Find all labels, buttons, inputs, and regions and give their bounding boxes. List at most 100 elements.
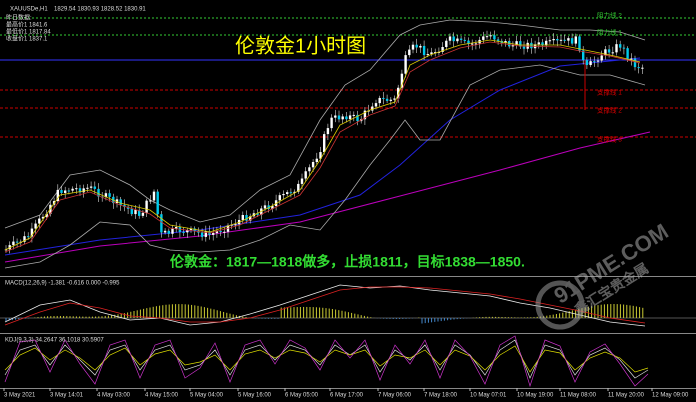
candle-body [459, 38, 463, 40]
candle-body [293, 191, 296, 193]
candle-body [511, 44, 515, 47]
watermark-logo [535, 280, 585, 330]
candle-body [522, 46, 526, 49]
candle-body [589, 61, 592, 66]
candle-body [545, 40, 548, 46]
x-tick-label: 3 May 2021 [4, 393, 36, 399]
candle-body [71, 188, 74, 191]
candle-body [41, 216, 45, 219]
candle-body [267, 205, 270, 209]
candle-body [167, 230, 170, 234]
candle-body [348, 115, 352, 120]
candle-body [38, 218, 41, 224]
candle-body [626, 48, 629, 59]
candle-body [404, 55, 407, 74]
x-tick-label: 5 May 16:00 [238, 393, 272, 399]
candle-body [593, 61, 596, 63]
candle-body [82, 188, 85, 193]
candle-body [286, 192, 289, 195]
candle-body [563, 39, 566, 41]
candle-body [130, 208, 133, 215]
candle-body [304, 171, 307, 179]
candle-body [434, 52, 437, 54]
candle-body [56, 189, 59, 202]
candle-body [115, 199, 119, 204]
level-label: 阻力线 2 [597, 11, 622, 20]
candle-body [300, 178, 304, 184]
candle-body [75, 188, 78, 190]
candle-body [570, 38, 574, 44]
candle-body [226, 225, 230, 232]
candle-body [119, 199, 122, 205]
candle-body [371, 106, 374, 111]
macd-label: MACD(12,26,9) -1.381 -0.616 0.000 -0.995 [5, 281, 120, 287]
candle-body [615, 44, 618, 53]
candle-body [241, 215, 244, 221]
candle-body [156, 191, 159, 215]
candle-body [541, 42, 544, 46]
candle-body [249, 216, 252, 221]
x-tick-label: 12 May 09:00 [652, 393, 689, 399]
annotation: 伦敦金：1817—1818做多，止损1811，目标1838—1850. [170, 254, 525, 270]
candle-body [352, 114, 355, 116]
info-line: 最低价1 1817.84 [6, 28, 51, 36]
x-tick-label: 3 May 14:01 [50, 393, 84, 399]
candle-body [408, 49, 411, 56]
candle-body [448, 36, 452, 41]
candle-body [78, 188, 82, 193]
x-tick-label: 7 May 18:00 [424, 393, 458, 399]
level-label: 支撑线 1 [597, 88, 622, 97]
candle-body [578, 36, 581, 51]
candle-body [282, 194, 285, 196]
candle-body [319, 152, 322, 159]
candle-body [363, 110, 367, 120]
candle-body [419, 45, 422, 48]
candle-body [34, 223, 37, 229]
candle-body [289, 192, 293, 194]
candle-body [485, 36, 489, 38]
candle-body [160, 214, 163, 233]
candle-body [308, 167, 311, 172]
info-line: 昨日数据: [6, 14, 32, 22]
info-line: 收盘价1 1837.1 [6, 35, 48, 43]
candle-body [582, 50, 585, 61]
candle-body [441, 47, 444, 52]
macd-line [4, 284, 646, 327]
candle-body [622, 47, 626, 49]
candle-body [204, 231, 207, 237]
candle-body [641, 67, 644, 69]
x-tick-label: 7 May 06:00 [378, 393, 412, 399]
candle-body [422, 45, 426, 56]
candle-body [574, 36, 577, 44]
candle-body [8, 245, 11, 250]
x-tick-label: 10 May 19:00 [517, 393, 554, 399]
candle-body [515, 41, 518, 45]
candle-body [337, 115, 341, 120]
candle-body [600, 55, 603, 61]
candle-body [200, 232, 204, 237]
candle-body [152, 191, 156, 201]
candle-body [467, 40, 470, 44]
x-tick-label: 6 May 05:00 [285, 393, 319, 399]
candle-body [633, 58, 637, 68]
candle-body [108, 193, 111, 197]
candle-body [149, 200, 152, 202]
candle-body [496, 39, 500, 41]
candle-body [89, 186, 93, 188]
candle-body [215, 230, 219, 234]
candle-body [30, 228, 34, 237]
candle-body [489, 35, 492, 37]
candles [4, 30, 644, 254]
candle-body [12, 241, 15, 246]
level-label: 支撑线 2 [597, 106, 622, 115]
candle-body [223, 231, 226, 233]
candle-body [278, 195, 281, 201]
candle-body [382, 97, 385, 99]
candle-body [526, 42, 529, 49]
candle-body [463, 39, 466, 41]
candle-body [445, 40, 448, 48]
candle-body [145, 200, 148, 213]
candle-body [556, 38, 559, 41]
candle-body [175, 227, 178, 229]
candle-body [389, 99, 392, 101]
